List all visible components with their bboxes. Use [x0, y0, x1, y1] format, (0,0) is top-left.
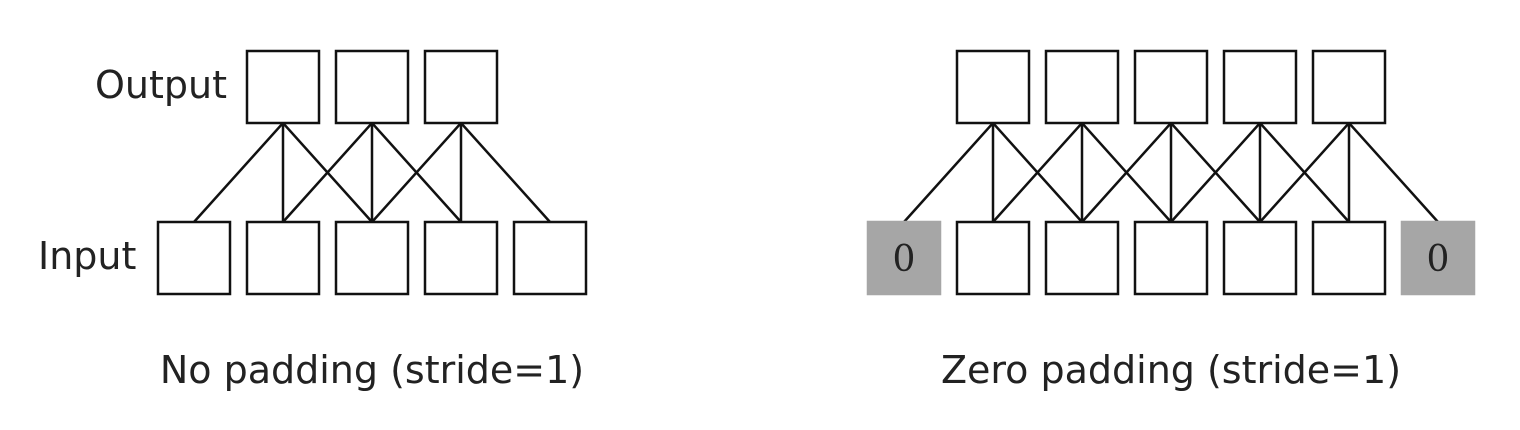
right-connection-line — [1170, 122, 1261, 223]
right-output-cell — [1222, 49, 1298, 125]
left-output-cell — [245, 49, 321, 125]
output-label: Output — [95, 63, 227, 107]
right-connection-line — [1348, 122, 1439, 223]
right-pad-value: 0 — [893, 239, 916, 280]
zero-padding-caption: Zero padding (stride=1) — [941, 348, 1401, 392]
left-input-cell — [423, 220, 499, 296]
left-input-cell — [334, 220, 410, 296]
right-connection-line — [992, 122, 1083, 223]
input-label: Input — [38, 234, 136, 278]
right-input-cell — [1044, 220, 1120, 296]
right-connection-line — [903, 122, 994, 223]
left-input-cell — [512, 220, 588, 296]
left-connection-line — [282, 122, 373, 223]
right-connections — [903, 122, 1439, 223]
left-input-row — [156, 220, 588, 296]
left-connection-line — [460, 122, 551, 223]
left-connection-line — [193, 122, 284, 223]
right-output-row — [955, 49, 1387, 125]
right-pad-cell — [866, 220, 942, 296]
right-output-cell — [955, 49, 1031, 125]
right-output-cell — [1311, 49, 1387, 125]
right-output-cell — [1133, 49, 1209, 125]
left-connection-line — [371, 122, 462, 223]
right-input-cell — [1133, 220, 1209, 296]
left-output-row — [245, 49, 499, 125]
right-output-cell — [1044, 49, 1120, 125]
right-pad-cell — [1400, 220, 1476, 296]
left-input-cell — [245, 220, 321, 296]
right-connection-line — [1259, 122, 1350, 223]
left-output-cell — [334, 49, 410, 125]
left-connections — [193, 122, 551, 223]
right-input-cell — [1222, 220, 1298, 296]
right-input-cell — [955, 220, 1031, 296]
right-pad-value: 0 — [1427, 239, 1450, 280]
left-output-cell — [423, 49, 499, 125]
no-padding-caption: No padding (stride=1) — [160, 348, 584, 392]
right-connection-line — [1081, 122, 1172, 223]
right-input-cell — [1311, 220, 1387, 296]
no-padding-panel: Output Input No padding (stride=1) — [38, 49, 588, 392]
left-input-cell — [156, 220, 232, 296]
